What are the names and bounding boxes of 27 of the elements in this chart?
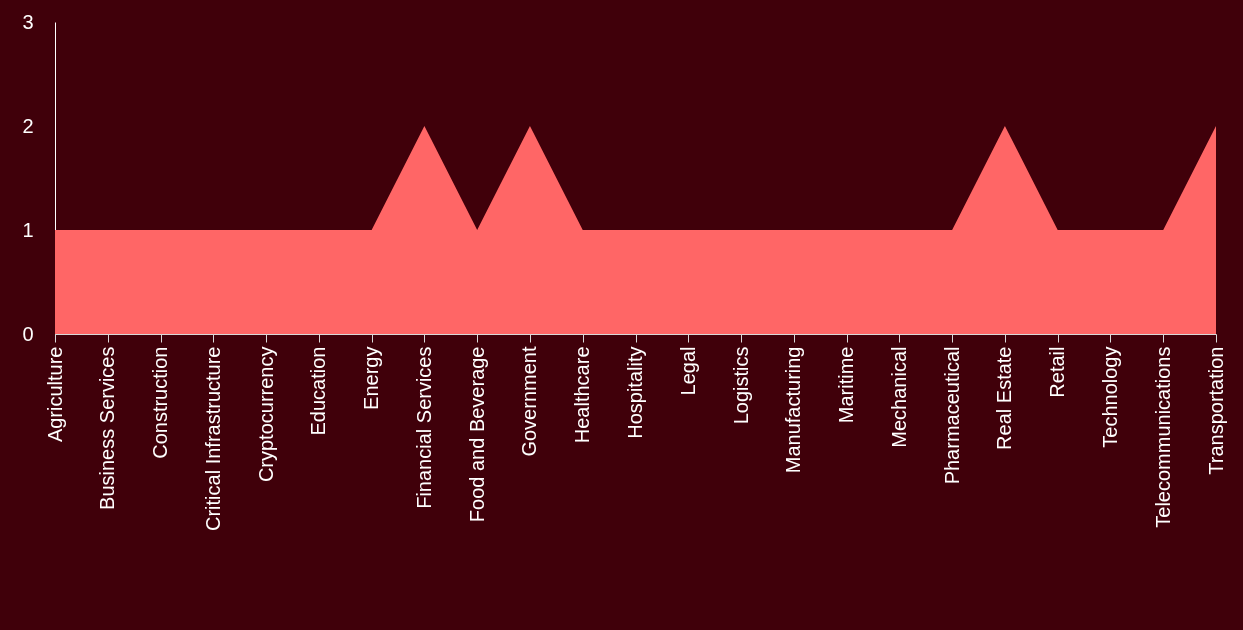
x-tick-label: Education (307, 346, 330, 436)
x-tick-label: Manufacturing (782, 346, 805, 474)
x-tick-label: Maritime (835, 346, 858, 424)
x-tick-label: Energy (360, 346, 383, 410)
x-tick-label: Legal (676, 346, 699, 396)
x-tick-label: Financial Services (412, 346, 435, 509)
x-tick-label: Business Services (96, 346, 119, 510)
x-tick-label: Critical Infrastructure (201, 346, 224, 531)
x-tick-label: Transportation (1204, 346, 1227, 475)
y-tick-label: 2 (22, 114, 34, 137)
x-tick-label: Technology (1098, 346, 1121, 448)
x-tick-label: Food and Beverage (465, 346, 488, 523)
x-tick-label: Construction (149, 346, 172, 459)
x-tick-label: Pharmaceutical (940, 346, 963, 485)
x-tick-label: Government (518, 346, 541, 457)
x-tick-label: Agriculture (43, 346, 66, 443)
x-tick-label: Telecommunications (1151, 346, 1174, 528)
x-tick-label: Healthcare (571, 346, 594, 444)
y-tick-label: 0 (22, 322, 34, 345)
x-tick-label: Logistics (729, 346, 752, 425)
y-tick-label: 1 (22, 218, 34, 241)
x-tick-label: Hospitality (624, 346, 646, 439)
x-tick-label: Mechanical (887, 346, 910, 448)
x-tick-label: Real Estate (993, 346, 1016, 450)
y-tick-label: 3 (22, 10, 34, 33)
x-tick-label: Cryptocurrency (254, 346, 277, 483)
x-tick-label: Retail (1046, 346, 1069, 398)
